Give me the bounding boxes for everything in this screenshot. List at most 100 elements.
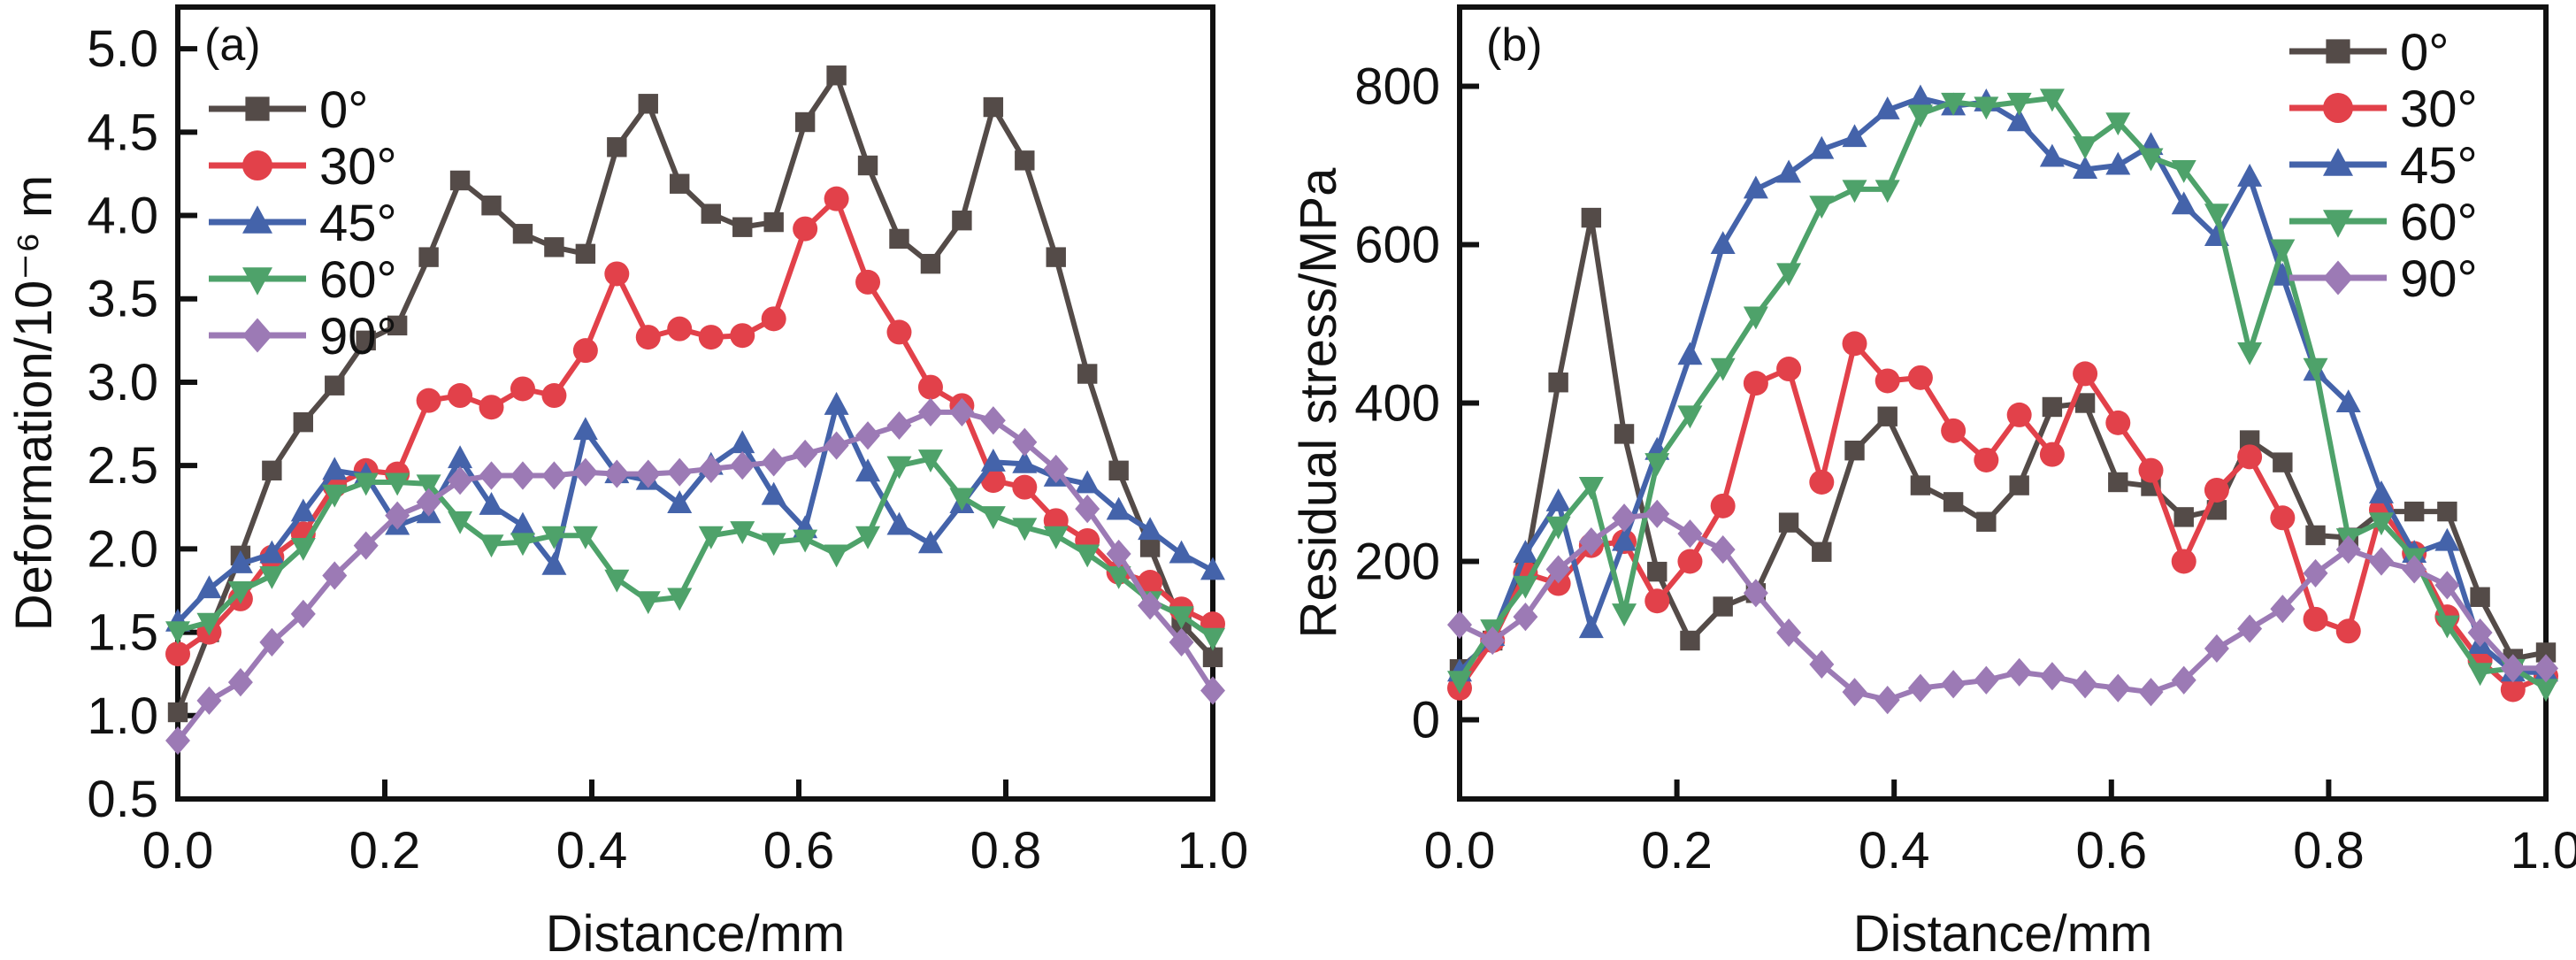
data-point	[1877, 406, 1898, 426]
data-point	[1202, 647, 1223, 668]
data-point	[1776, 618, 1802, 648]
data-point	[1548, 372, 1568, 393]
data-point	[1138, 570, 1163, 595]
legend-marker	[2323, 260, 2353, 296]
x-tick-label: 0.6	[2075, 822, 2147, 879]
data-point	[2204, 634, 2229, 664]
data-point	[824, 186, 849, 211]
legend: 0°30°45°60°90°	[209, 81, 397, 365]
data-point	[1480, 626, 1506, 656]
data-point	[667, 457, 693, 487]
data-point	[1075, 470, 1100, 494]
data-point	[2138, 678, 2164, 707]
data-point	[2434, 615, 2460, 639]
y-tick-label: 600	[1354, 217, 1440, 274]
data-point	[541, 383, 567, 409]
series-line	[176, 196, 1215, 657]
data-point	[824, 391, 849, 415]
data-point	[165, 641, 190, 667]
data-point	[1778, 512, 1799, 533]
data-point	[2237, 164, 2263, 187]
x-tick-label: 0.8	[2293, 822, 2365, 879]
data-point	[196, 575, 222, 599]
data-point	[2404, 501, 2425, 522]
legend-label: 90°	[319, 308, 397, 365]
data-point	[2073, 156, 2098, 179]
data-point	[920, 253, 941, 274]
data-point	[889, 228, 909, 250]
data-point	[479, 491, 504, 515]
plot-frame	[175, 4, 1215, 802]
data-point	[2039, 662, 2065, 691]
data-point	[1680, 630, 1700, 651]
x-tick-label: 0.8	[970, 822, 1042, 879]
data-point	[2006, 108, 2032, 132]
data-point	[2105, 112, 2131, 136]
series-60deg	[165, 449, 1225, 651]
data-point	[1907, 84, 1933, 108]
data-point	[2204, 477, 2229, 503]
data-point	[262, 460, 282, 481]
data-point	[416, 474, 441, 498]
data-point	[1677, 519, 1703, 549]
data-point	[2434, 571, 2460, 600]
data-point	[698, 325, 724, 350]
data-point	[793, 216, 818, 242]
data-point	[1776, 263, 1802, 287]
data-point	[824, 431, 849, 460]
data-point	[949, 488, 975, 511]
x-tick-label: 0.2	[349, 822, 421, 879]
data-point	[1545, 516, 1571, 540]
legend-item: 90°	[209, 308, 397, 365]
data-point	[572, 338, 598, 364]
data-point	[1743, 306, 1768, 330]
data-point	[604, 261, 630, 287]
data-point	[2237, 444, 2263, 470]
x-tick-label: 1.0	[2511, 822, 2576, 879]
data-point	[1077, 364, 1098, 384]
series-90deg	[165, 397, 1225, 756]
data-point	[448, 466, 473, 495]
data-point	[1874, 368, 1900, 394]
data-point	[2006, 657, 2032, 687]
data-point	[2138, 148, 2164, 172]
data-point	[1046, 247, 1066, 267]
legend-label: 0°	[319, 81, 368, 139]
data-point	[572, 526, 598, 549]
data-point	[826, 65, 847, 86]
series-90deg	[1447, 499, 2558, 715]
data-point	[670, 173, 690, 194]
data-point	[1974, 96, 1999, 120]
data-point	[2303, 357, 2328, 381]
data-point	[761, 306, 786, 332]
data-point	[290, 599, 316, 628]
data-point	[917, 374, 943, 400]
data-point	[1200, 557, 1225, 580]
data-point	[949, 397, 975, 426]
legend-marker	[2323, 148, 2353, 176]
data-point	[448, 511, 473, 534]
data-point	[1842, 180, 1867, 204]
data-point	[479, 395, 504, 420]
data-point	[763, 211, 784, 233]
data-point	[1809, 470, 1835, 495]
data-point	[886, 511, 912, 535]
panel-b-y-axis-title: Residual stress/MPa	[1290, 167, 1347, 639]
data-point	[2174, 507, 2194, 527]
data-point	[1974, 665, 1999, 695]
data-point	[165, 726, 190, 756]
data-point	[855, 458, 881, 482]
series-line	[1457, 341, 2548, 693]
data-point	[572, 417, 598, 441]
legend-item: 0°	[2289, 24, 2449, 81]
data-point	[2467, 618, 2493, 648]
data-point	[2500, 677, 2526, 703]
data-point	[886, 411, 912, 441]
data-point	[2303, 606, 2328, 632]
data-point	[2437, 501, 2457, 522]
data-point	[1976, 511, 1997, 532]
data-point	[2534, 654, 2558, 683]
data-point	[1106, 496, 1131, 520]
data-point	[1015, 150, 1035, 171]
data-point	[1138, 591, 1163, 620]
